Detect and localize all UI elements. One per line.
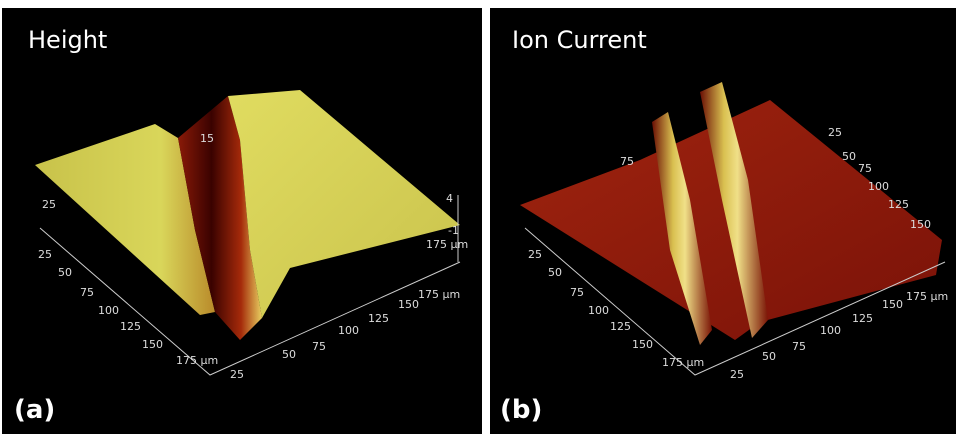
front-axis-tick-label: 125 — [368, 312, 389, 325]
left-axis-tick-label: 125 — [120, 320, 141, 333]
left-axis-tick-label: 125 — [610, 320, 631, 333]
front-axis-tick-label: 25 — [230, 368, 244, 381]
left-axis-tick-label: 150 — [142, 338, 163, 351]
left-axis-tick-label: 175 µm — [176, 354, 218, 367]
figure: Height(a)25255075100125150175 µm25507510… — [0, 0, 959, 441]
z-axis-tick-label: 50 — [842, 150, 856, 163]
front-axis-tick-label: 25 — [730, 368, 744, 381]
front-axis-tick-label: 50 — [762, 350, 776, 363]
front-axis-tick-label: 175 µm — [906, 290, 948, 303]
z-axis-tick-label: 75 — [858, 162, 872, 175]
z-axis-tick-label: 15 — [200, 132, 214, 145]
front-axis-tick-label: 100 — [820, 324, 841, 337]
front-axis-tick-label: 150 — [398, 298, 419, 311]
left-axis-tick-label: 25 — [42, 198, 56, 211]
z-axis-tick-label: -1 — [448, 224, 459, 237]
z-axis-tick-label: 175 µm — [426, 238, 468, 251]
z-axis-tick-label: 100 — [868, 180, 889, 193]
panel-label: (a) — [14, 395, 55, 425]
left-axis-tick-label: 50 — [548, 266, 562, 279]
z-axis-tick-label: 75 — [620, 155, 634, 168]
panel-title: Height — [28, 26, 107, 54]
left-axis-tick-label: 75 — [80, 286, 94, 299]
left-axis-tick-label: 25 — [528, 248, 542, 261]
panel-title: Ion Current — [512, 26, 647, 54]
left-axis-tick-label: 150 — [632, 338, 653, 351]
front-axis-tick-label: 150 — [882, 298, 903, 311]
front-axis-tick-label: 100 — [338, 324, 359, 337]
front-axis-tick-label: 50 — [282, 348, 296, 361]
front-axis-tick-label: 75 — [312, 340, 326, 353]
panel-label: (b) — [500, 395, 542, 425]
left-axis-tick-label: 25 — [38, 248, 52, 261]
front-axis-tick-label: 75 — [792, 340, 806, 353]
z-axis-tick-label: 4 — [446, 192, 453, 205]
left-axis-tick-label: 75 — [570, 286, 584, 299]
z-axis-tick-label: 150 — [910, 218, 931, 231]
z-axis-tick-label: 125 — [888, 198, 909, 211]
front-axis-tick-label: 175 µm — [418, 288, 460, 301]
z-axis-tick-label: 25 — [828, 126, 842, 139]
left-axis-tick-label: 175 µm — [662, 356, 704, 369]
left-axis-tick-label: 100 — [588, 304, 609, 317]
left-axis-tick-label: 100 — [98, 304, 119, 317]
front-axis-tick-label: 125 — [852, 312, 873, 325]
left-axis-tick-label: 50 — [58, 266, 72, 279]
